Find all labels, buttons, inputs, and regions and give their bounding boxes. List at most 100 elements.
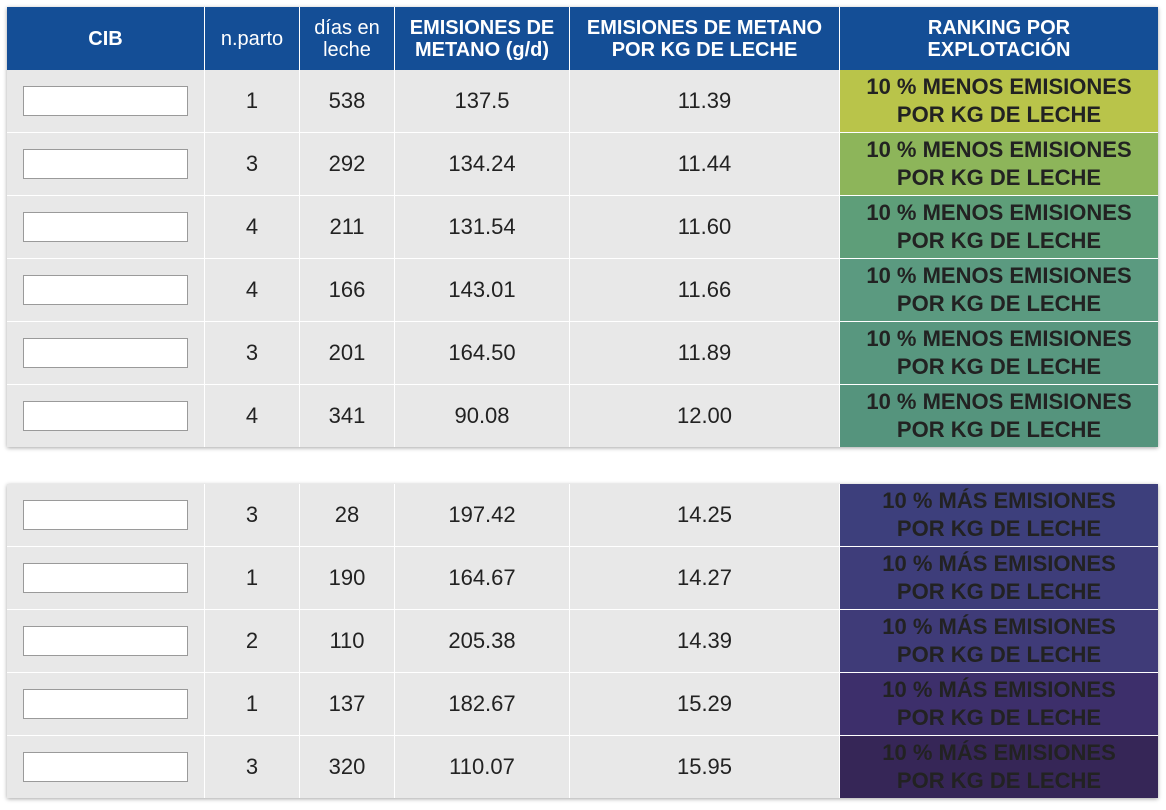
n-parto-cell: 3 xyxy=(205,322,300,384)
table-row: 3 320 110.07 15.95 10 % MÁS EMISIONES POR KG … xyxy=(7,735,1158,798)
cib-cell xyxy=(7,547,205,609)
cib-cell xyxy=(7,196,205,258)
emisiones-por-kg-cell: 11.60 xyxy=(570,196,840,258)
ranking-line-1: 10 % MÁS EMISIONES xyxy=(882,614,1116,639)
cib-cell xyxy=(7,673,205,735)
ranking-line-1: 10 % MÁS EMISIONES xyxy=(882,551,1116,576)
table-row: 4 211 131.54 11.60 10 % MENOS EMISIONES POR K… xyxy=(7,195,1158,258)
ranking-line-2: POR KG DE LECHE xyxy=(896,228,1102,253)
ranking-badge: 10 % MÁS EMISIONES POR KG DE LECHE xyxy=(840,610,1158,672)
cib-input[interactable] xyxy=(23,752,188,782)
emisiones-por-kg-cell: 14.25 xyxy=(570,484,840,546)
cib-input[interactable] xyxy=(23,563,188,593)
emisiones-metano-cell: 137.5 xyxy=(395,70,570,132)
emisiones-metano-cell: 131.54 xyxy=(395,196,570,258)
emisiones-por-kg-cell: 11.89 xyxy=(570,322,840,384)
n-parto-cell: 4 xyxy=(205,385,300,447)
cib-cell xyxy=(7,322,205,384)
ranking-line-2: POR KG DE LECHE xyxy=(896,165,1102,190)
n-parto-cell: 3 xyxy=(205,736,300,798)
table-row: 4 341 90.08 12.00 10 % MENOS EMISIONES POR KG… xyxy=(7,384,1158,447)
header-cib: CIB xyxy=(7,7,205,70)
emisiones-metano-cell: 164.67 xyxy=(395,547,570,609)
ranking-line-2: POR KG DE LECHE xyxy=(896,354,1102,379)
cib-input[interactable] xyxy=(23,86,188,116)
emisiones-por-kg-cell: 11.39 xyxy=(570,70,840,132)
cib-input[interactable] xyxy=(23,212,188,242)
cib-cell xyxy=(7,259,205,321)
top-ranking-table: CIB n.parto días en leche EMISIONES DE M… xyxy=(7,7,1158,447)
dias-en-leche-cell: 292 xyxy=(300,133,395,195)
dias-en-leche-cell: 110 xyxy=(300,610,395,672)
ranking-line-2: POR KG DE LECHE xyxy=(896,705,1102,730)
header-n-parto: n.parto xyxy=(205,7,300,70)
emisiones-por-kg-cell: 11.66 xyxy=(570,259,840,321)
table-row: 2 110 205.38 14.39 10 % MÁS EMISIONES POR KG … xyxy=(7,609,1158,672)
ranking-badge: 10 % MENOS EMISIONES POR KG DE LECHE xyxy=(840,133,1158,195)
header-ranking: RANKING POR EXPLOTACIÓN xyxy=(927,16,1071,61)
ranking-badge: 10 % MENOS EMISIONES POR KG DE LECHE xyxy=(840,70,1158,132)
ranking-badge: 10 % MÁS EMISIONES POR KG DE LECHE xyxy=(840,736,1158,798)
ranking-line-1: 10 % MÁS EMISIONES xyxy=(882,677,1116,702)
table-row: 3 28 197.42 14.25 10 % MÁS EMISIONES POR KG D… xyxy=(7,484,1158,546)
emisiones-metano-cell: 90.08 xyxy=(395,385,570,447)
emisiones-metano-cell: 143.01 xyxy=(395,259,570,321)
n-parto-cell: 3 xyxy=(205,133,300,195)
emisiones-metano-cell: 205.38 xyxy=(395,610,570,672)
emisiones-por-kg-cell: 11.44 xyxy=(570,133,840,195)
ranking-line-2: POR KG DE LECHE xyxy=(896,579,1102,604)
dias-en-leche-cell: 211 xyxy=(300,196,395,258)
ranking-badge: 10 % MÁS EMISIONES POR KG DE LECHE xyxy=(840,547,1158,609)
dias-en-leche-cell: 201 xyxy=(300,322,395,384)
dias-en-leche-cell: 320 xyxy=(300,736,395,798)
table-header: CIB n.parto días en leche EMISIONES DE M… xyxy=(7,7,1158,70)
n-parto-cell: 3 xyxy=(205,484,300,546)
cib-input[interactable] xyxy=(23,626,188,656)
dias-en-leche-cell: 538 xyxy=(300,70,395,132)
emisiones-metano-cell: 197.42 xyxy=(395,484,570,546)
cib-cell xyxy=(7,736,205,798)
ranking-line-2: POR KG DE LECHE xyxy=(896,642,1102,667)
cib-input[interactable] xyxy=(23,149,188,179)
table-row: 3 292 134.24 11.44 10 % MENOS EMISIONES POR K… xyxy=(7,132,1158,195)
table-row: 4 166 143.01 11.66 10 % MENOS EMISIONES POR K… xyxy=(7,258,1158,321)
ranking-line-2: POR KG DE LECHE xyxy=(896,417,1102,442)
ranking-badge: 10 % MENOS EMISIONES POR KG DE LECHE xyxy=(840,385,1158,447)
ranking-line-1: 10 % MÁS EMISIONES xyxy=(882,488,1116,513)
n-parto-cell: 2 xyxy=(205,610,300,672)
cib-input[interactable] xyxy=(23,275,188,305)
table-row: 1 137 182.67 15.29 10 % MÁS EMISIONES POR KG … xyxy=(7,672,1158,735)
emisiones-metano-cell: 110.07 xyxy=(395,736,570,798)
cib-cell xyxy=(7,70,205,132)
ranking-line-2: POR KG DE LECHE xyxy=(896,516,1102,541)
ranking-line-2: POR KG DE LECHE xyxy=(896,768,1102,793)
bottom-table-body: 3 28 197.42 14.25 10 % MÁS EMISIONES POR KG D… xyxy=(7,484,1158,798)
ranking-line-1: 10 % MENOS EMISIONES xyxy=(866,389,1132,414)
emisiones-metano-cell: 134.24 xyxy=(395,133,570,195)
cib-input[interactable] xyxy=(23,338,188,368)
cib-cell xyxy=(7,133,205,195)
cib-input[interactable] xyxy=(23,401,188,431)
dias-en-leche-cell: 190 xyxy=(300,547,395,609)
cib-input[interactable] xyxy=(23,689,188,719)
dias-en-leche-cell: 137 xyxy=(300,673,395,735)
ranking-line-2: POR KG DE LECHE xyxy=(896,291,1102,316)
ranking-line-1: 10 % MENOS EMISIONES xyxy=(866,74,1132,99)
dias-en-leche-cell: 28 xyxy=(300,484,395,546)
table-row: 1 190 164.67 14.27 10 % MÁS EMISIONES POR KG … xyxy=(7,546,1158,609)
ranking-line-1: 10 % MÁS EMISIONES xyxy=(882,740,1116,765)
emisiones-por-kg-cell: 14.39 xyxy=(570,610,840,672)
ranking-badge: 10 % MÁS EMISIONES POR KG DE LECHE xyxy=(840,673,1158,735)
ranking-line-2: POR KG DE LECHE xyxy=(896,102,1102,127)
n-parto-cell: 4 xyxy=(205,196,300,258)
cib-input[interactable] xyxy=(23,500,188,530)
top-table-body: 1 538 137.5 11.39 10 % MENOS EMISIONES POR KG… xyxy=(7,70,1158,447)
n-parto-cell: 1 xyxy=(205,547,300,609)
table-row: 3 201 164.50 11.89 10 % MENOS EMISIONES POR K… xyxy=(7,321,1158,384)
ranking-badge: 10 % MÁS EMISIONES POR KG DE LECHE xyxy=(840,484,1158,546)
header-emisiones-metano: EMISIONES DE METANO (g/d) xyxy=(395,7,570,70)
emisiones-por-kg-cell: 15.29 xyxy=(570,673,840,735)
ranking-badge: 10 % MENOS EMISIONES POR KG DE LECHE xyxy=(840,322,1158,384)
cib-cell xyxy=(7,484,205,546)
header-dias-en-leche: días en leche xyxy=(300,7,395,70)
